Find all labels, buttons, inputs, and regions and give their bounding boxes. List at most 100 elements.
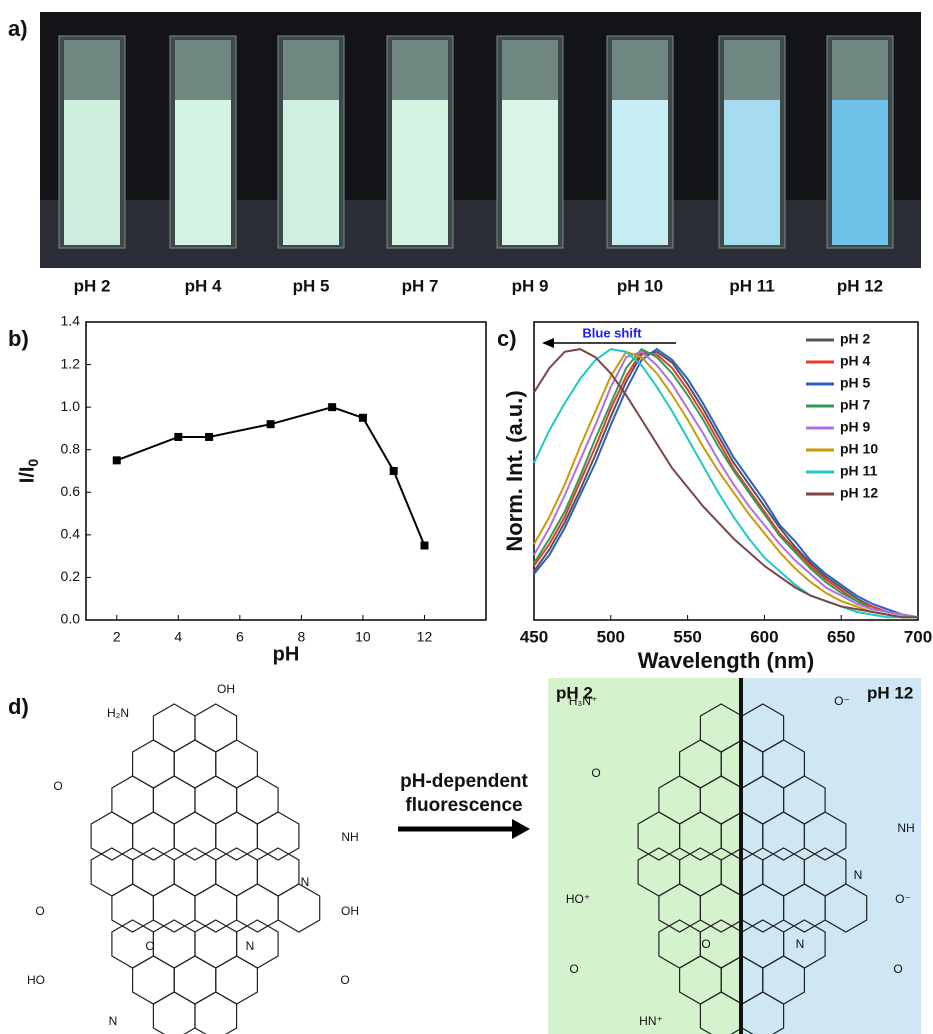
data-line — [533, 348, 918, 619]
atom-label: O⁻ — [895, 892, 911, 906]
arrow-text: fluorescence — [405, 795, 522, 816]
cuvette-top — [392, 40, 448, 100]
x-axis-label: pH — [273, 643, 300, 665]
region-label: pH 12 — [867, 683, 913, 702]
legend-label: pH 12 — [840, 485, 878, 501]
ring — [256, 847, 300, 897]
cuvette-top — [64, 40, 120, 100]
liquid — [612, 100, 668, 245]
x-tick-label: 10 — [355, 629, 371, 645]
y-tick-label: 0.2 — [61, 568, 81, 584]
arrow-head — [512, 819, 530, 839]
panel-label: a) — [8, 16, 28, 41]
panel-label: d) — [8, 694, 29, 719]
ring — [152, 883, 196, 933]
atom-label: O — [340, 973, 349, 987]
region-label: pH 2 — [556, 683, 593, 702]
legend-label: pH 5 — [840, 375, 871, 391]
ring — [194, 703, 238, 753]
cuvette-top — [283, 40, 339, 100]
atom-label: NH — [897, 821, 914, 835]
x-tick-label: 8 — [297, 629, 305, 645]
cuvette-label: pH 11 — [729, 276, 774, 295]
data-point — [328, 403, 337, 412]
ring — [215, 847, 258, 897]
atom-label: O⁻ — [834, 694, 850, 708]
atom-label: N — [246, 939, 255, 953]
ring — [194, 775, 238, 825]
ring — [194, 883, 238, 933]
atom-label: O — [893, 962, 902, 976]
data-line — [116, 406, 426, 546]
atom-label: OH — [341, 904, 359, 918]
ring — [236, 883, 279, 933]
y-tick-label: 0.6 — [61, 483, 81, 499]
ring — [803, 811, 847, 861]
x-tick-label: 550 — [673, 627, 701, 646]
cuvette-top — [612, 40, 668, 100]
liquid — [392, 100, 448, 245]
ring — [173, 955, 217, 1005]
ring — [111, 775, 154, 825]
cuvette-top — [175, 40, 231, 100]
ring — [152, 703, 196, 753]
liquid — [64, 100, 120, 245]
atom-label: N — [854, 868, 863, 882]
ring — [132, 739, 175, 789]
atom-label: O — [53, 779, 62, 793]
data-line — [533, 350, 918, 619]
x-tick-label: 4 — [174, 629, 182, 645]
ring — [132, 811, 175, 861]
cuvette-label: pH 5 — [293, 276, 330, 295]
y-tick-label: 0.0 — [61, 611, 81, 627]
cuvette-top — [724, 40, 780, 100]
cuvette-label: pH 4 — [185, 276, 222, 295]
x-tick-label: 500 — [597, 627, 625, 646]
cuvette-top — [502, 40, 558, 100]
atom-label: H₂N — [107, 706, 129, 720]
ring — [236, 775, 279, 825]
ring — [215, 739, 258, 789]
atom-label: N — [301, 875, 310, 889]
ring — [152, 919, 196, 969]
atom-label: O — [145, 939, 154, 953]
ring — [90, 847, 134, 897]
atom-label: N — [109, 1014, 118, 1028]
ring — [152, 775, 196, 825]
data-point — [358, 413, 367, 422]
atom-label: O — [591, 766, 600, 780]
ring — [824, 883, 868, 933]
ring — [173, 847, 217, 897]
ring — [215, 811, 258, 861]
y-tick-label: 0.8 — [61, 440, 81, 456]
ring — [90, 811, 134, 861]
legend-label: pH 9 — [840, 419, 871, 435]
cuvette-label: pH 9 — [512, 276, 549, 295]
y-tick-label: 0.4 — [61, 526, 81, 542]
ring — [132, 847, 175, 897]
y-axis-label-sub: 0 — [25, 459, 41, 467]
y-axis-label: Norm. Int. (a.u.) — [502, 390, 527, 551]
x-tick-label: 6 — [236, 629, 244, 645]
cuvette-top — [832, 40, 888, 100]
liquid — [175, 100, 231, 245]
data-point — [205, 432, 214, 441]
data-line — [533, 347, 919, 619]
plot-frame — [85, 321, 487, 621]
atom-label: NH — [341, 830, 358, 844]
data-line — [533, 350, 919, 619]
y-tick-label: 1.2 — [61, 355, 81, 371]
arrow-text: pH-dependent — [400, 771, 528, 792]
ring — [173, 811, 217, 861]
y-tick-label: 1.4 — [61, 313, 81, 329]
data-point — [266, 420, 275, 429]
cuvette-label: pH 10 — [617, 276, 663, 295]
panel-label: b) — [8, 326, 29, 351]
atom-label: N — [796, 937, 805, 951]
plot-frame — [533, 321, 919, 621]
cuvette-label: pH 12 — [837, 276, 883, 295]
ring — [215, 955, 258, 1005]
atom-label: O — [35, 904, 44, 918]
x-tick-label: 700 — [904, 627, 932, 646]
atom-label: H₃N⁺ — [569, 694, 598, 708]
